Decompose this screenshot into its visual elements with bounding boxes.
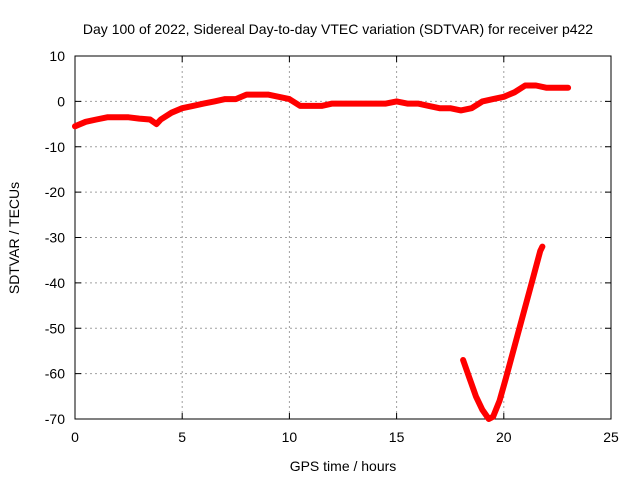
y-tick-label: -20 [45,184,65,200]
data-point [520,312,526,318]
data-point [486,416,492,422]
data-point [490,414,496,420]
y-tick-label: -60 [45,366,65,382]
data-point [501,94,507,100]
data-point [308,103,314,109]
data-point [265,92,271,98]
data-point [522,83,528,88]
data-point [154,121,159,127]
x-tick-label: 20 [496,429,512,445]
data-point [286,96,292,102]
data-point [254,92,260,98]
y-tick-label: 10 [49,48,65,64]
data-point [467,375,472,381]
data-point [469,105,475,111]
series-group [72,82,572,422]
data-point [158,117,164,122]
data-point [351,101,357,107]
x-tick-label: 25 [603,429,619,445]
data-point [361,101,367,107]
chart-title: Day 100 of 2022, Sidereal Day-to-day VTE… [83,21,593,37]
data-point [319,103,325,109]
data-point [211,98,217,104]
y-tick-label: -50 [45,320,65,336]
data-point [544,85,550,91]
data-point [533,83,539,88]
data-point [222,96,228,102]
data-point [126,114,132,120]
y-tick-label: 0 [57,93,65,109]
axis-ticks [74,55,612,420]
data-point [539,244,545,250]
data-point [565,85,571,91]
data-point [512,343,517,349]
x-tick-labels: 0 5 10 15 20 25 [71,429,619,445]
data-point [297,103,303,109]
data-point [490,96,496,102]
y-tick-label: -70 [45,411,65,427]
data-point [437,105,442,111]
x-tick-label: 0 [71,429,79,445]
data-point [329,101,335,107]
data-point [72,123,78,129]
data-point [340,101,346,107]
data-point [372,101,378,107]
y-tick-label: -10 [45,139,65,155]
data-point [404,101,410,107]
x-tick-label: 15 [389,429,405,445]
data-point [83,119,89,125]
data-point [479,407,485,413]
data-point [426,103,432,109]
data-point [473,393,479,399]
y-tick-label: -30 [45,230,65,246]
data-point [447,105,453,111]
data-point [93,117,99,122]
y-tick-label: -40 [45,275,65,291]
x-tick-label: 10 [282,429,298,445]
data-point [503,375,509,381]
data-point [529,280,535,286]
data-point [115,114,121,120]
data-point [394,98,400,104]
data-point [554,85,560,91]
data-point [460,357,466,363]
data-point [244,92,249,98]
grid [75,56,611,419]
series-line-1 [460,243,546,422]
data-point [512,89,517,95]
data-point [179,105,185,111]
data-point [479,98,485,104]
data-point [415,101,421,107]
y-tick-labels: 10 0 -10 -20 -30 -40 -50 -60 -70 [45,48,65,427]
data-point [497,398,502,404]
data-point [201,101,207,107]
data-point [233,96,239,102]
data-point [169,110,174,116]
data-point [537,248,543,254]
y-axis-label: SDTVAR / TECUs [6,182,22,294]
data-point [104,114,110,120]
x-axis-label: GPS time / hours [290,458,397,474]
data-point [136,116,142,122]
x-tick-label: 5 [178,429,186,445]
data-point [190,103,196,109]
data-point [147,117,153,122]
data-point [276,94,282,100]
data-point [458,107,464,113]
data-point [383,101,389,107]
